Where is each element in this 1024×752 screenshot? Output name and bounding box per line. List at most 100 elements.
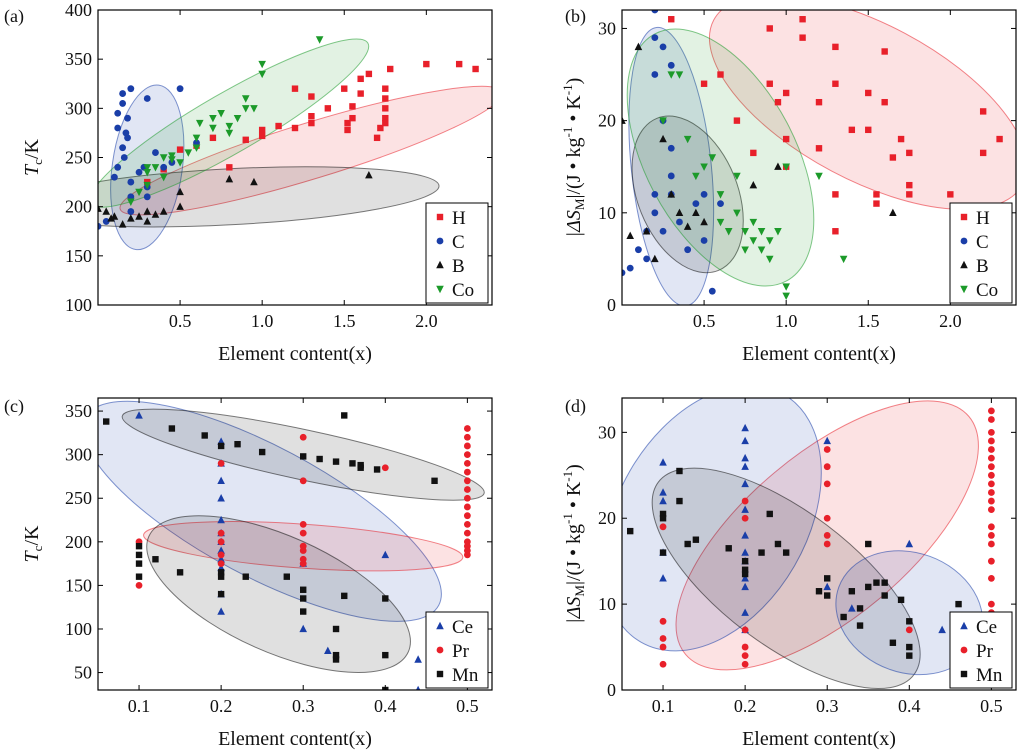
point-mn bbox=[234, 440, 241, 448]
point-co bbox=[217, 110, 225, 118]
point-ce bbox=[381, 550, 390, 559]
point-co bbox=[241, 105, 250, 113]
point-pr bbox=[659, 643, 667, 651]
point-co bbox=[159, 173, 168, 182]
point-h bbox=[996, 135, 1003, 143]
point-mn bbox=[242, 573, 249, 580]
point-mn bbox=[955, 600, 962, 608]
point-ce bbox=[135, 411, 143, 419]
point-co bbox=[258, 70, 266, 79]
point-ce bbox=[741, 582, 749, 591]
point-c bbox=[651, 34, 659, 42]
point-b bbox=[159, 207, 168, 215]
point-b bbox=[659, 134, 667, 143]
point-mn bbox=[782, 549, 790, 556]
y-tick-label: 10 bbox=[598, 203, 616, 223]
point-c bbox=[708, 287, 716, 295]
point-b bbox=[675, 208, 684, 217]
point-h bbox=[341, 85, 348, 92]
point-pr bbox=[987, 454, 995, 462]
point-ce bbox=[659, 496, 667, 505]
point-pr bbox=[299, 520, 307, 528]
point-co bbox=[774, 228, 782, 236]
point-pr bbox=[987, 489, 995, 496]
cluster-ellipse-mn bbox=[146, 515, 411, 673]
point-c bbox=[114, 109, 122, 117]
point-ce bbox=[823, 582, 832, 591]
panel-label: (a) bbox=[4, 6, 24, 27]
data-points bbox=[622, 10, 1003, 300]
point-pr bbox=[299, 547, 307, 554]
point-pr bbox=[217, 538, 225, 546]
point-c bbox=[114, 124, 122, 132]
point-co bbox=[716, 218, 725, 227]
point-co bbox=[225, 129, 234, 138]
point-mn bbox=[357, 461, 364, 469]
point-c bbox=[651, 209, 659, 217]
point-b bbox=[365, 171, 373, 179]
point-mn bbox=[103, 418, 110, 425]
point-pr bbox=[741, 660, 749, 668]
point-mn bbox=[692, 536, 700, 543]
point-c bbox=[700, 237, 708, 244]
point-c bbox=[120, 154, 128, 161]
point-h bbox=[766, 80, 773, 87]
point-mn bbox=[865, 540, 872, 548]
point-pr bbox=[987, 437, 995, 445]
point-mn bbox=[659, 515, 667, 522]
point-h bbox=[308, 93, 315, 100]
point-c bbox=[160, 163, 168, 171]
point-h bbox=[848, 126, 856, 134]
point-h bbox=[906, 191, 913, 198]
point-co bbox=[782, 163, 790, 171]
point-mn bbox=[659, 549, 667, 556]
point-c bbox=[122, 129, 130, 137]
point-c bbox=[643, 255, 651, 263]
point-pr bbox=[135, 582, 143, 589]
point-co bbox=[192, 134, 201, 143]
point-mn bbox=[341, 412, 348, 419]
point-h bbox=[377, 124, 384, 132]
point-pr bbox=[463, 494, 471, 502]
point-mn bbox=[316, 455, 323, 463]
point-h bbox=[258, 132, 266, 140]
point-pr bbox=[299, 529, 307, 537]
data-points bbox=[103, 411, 471, 690]
point-ce bbox=[848, 604, 856, 612]
point-mn bbox=[135, 560, 143, 567]
point-co bbox=[708, 154, 717, 162]
x-axis-title: Element content(x) bbox=[218, 728, 372, 750]
legend-label-b: B bbox=[976, 256, 989, 277]
point-pr bbox=[987, 416, 995, 423]
x-tick-label: 0.5 bbox=[169, 311, 192, 331]
legend-box bbox=[425, 202, 489, 304]
y-axis-title: |ΔSM|/(J • kg-1 • K-1) bbox=[560, 464, 587, 624]
point-c bbox=[143, 193, 151, 201]
point-c bbox=[102, 218, 110, 225]
y-tick-label: 20 bbox=[598, 111, 616, 131]
point-pr bbox=[659, 617, 667, 625]
legend: Ce Pr Mn bbox=[425, 611, 489, 689]
point-co bbox=[659, 117, 667, 125]
y-tick-label: 300 bbox=[65, 98, 92, 118]
point-co bbox=[782, 292, 790, 300]
point-c bbox=[124, 114, 131, 122]
point-mn bbox=[725, 545, 732, 552]
x-tick-label: 2.0 bbox=[415, 311, 438, 331]
point-c bbox=[176, 85, 184, 93]
point-b bbox=[700, 217, 708, 226]
x-tick-label: 0.5 bbox=[456, 696, 479, 716]
point-pr bbox=[823, 463, 831, 471]
y-tick-label: 400 bbox=[65, 0, 92, 20]
point-co bbox=[143, 181, 152, 190]
point-co bbox=[716, 191, 725, 199]
legend-label-pr: Pr bbox=[976, 641, 994, 662]
y-tick-label: 350 bbox=[65, 401, 92, 421]
point-h bbox=[382, 119, 389, 127]
point-pr bbox=[217, 560, 225, 568]
legend-label-h: H bbox=[976, 208, 990, 229]
point-co bbox=[225, 122, 234, 131]
point-ce bbox=[741, 531, 749, 539]
y-tick-label: 350 bbox=[65, 49, 92, 69]
point-pr bbox=[299, 477, 307, 485]
